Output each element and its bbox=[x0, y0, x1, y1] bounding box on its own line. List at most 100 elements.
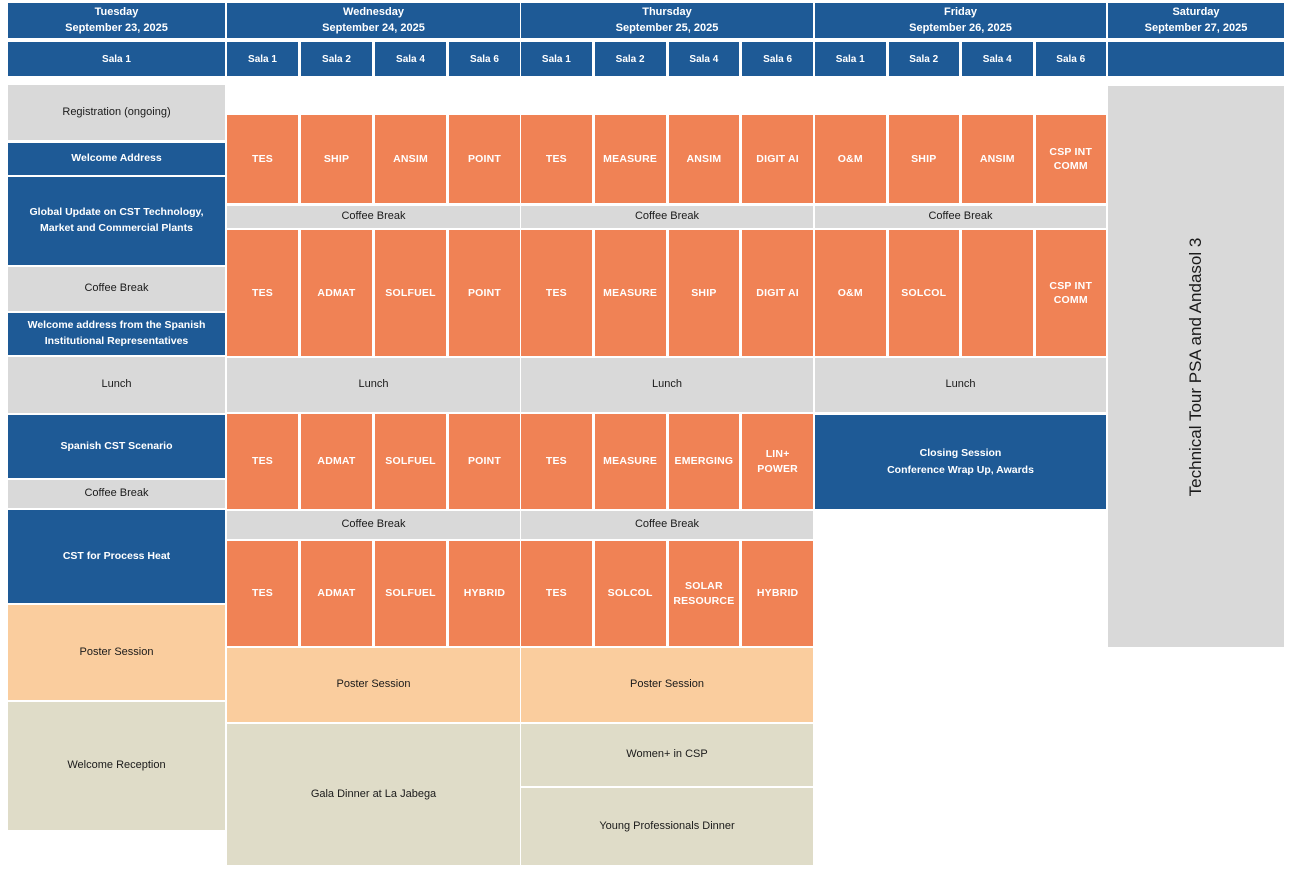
sala-header: Sala 2 bbox=[888, 42, 959, 76]
day-column-thursday: Thursday September 25, 2025 Sala 1 Sala … bbox=[521, 0, 813, 872]
lunch-cell: Lunch bbox=[521, 358, 813, 412]
session-row: TES MEASURE ANSIM DIGIT AI bbox=[521, 115, 813, 203]
day-column-saturday: Saturday September 27, 2025 Technical To… bbox=[1108, 0, 1284, 872]
session-row: TES ADMAT SOLFUEL POINT bbox=[227, 230, 520, 356]
session-cell: SHIP bbox=[301, 115, 372, 203]
session-cell: O&M bbox=[815, 115, 886, 203]
session-cell: POINT bbox=[449, 230, 520, 356]
session-cell: HYBRID bbox=[449, 541, 520, 646]
day-column-wednesday: Wednesday September 24, 2025 Sala 1 Sala… bbox=[227, 0, 520, 872]
technical-tour-cell: Technical Tour PSA and Andasol 3 bbox=[1108, 86, 1284, 647]
spanish-cst-scenario-cell: Spanish CST Scenario bbox=[8, 415, 225, 478]
lunch-cell: Lunch bbox=[815, 358, 1106, 412]
technical-tour-label: Technical Tour PSA and Andasol 3 bbox=[1186, 237, 1205, 496]
session-cell: TES bbox=[227, 230, 298, 356]
session-cell: DIGIT AI bbox=[742, 230, 813, 356]
young-professionals-dinner-cell: Young Professionals Dinner bbox=[521, 788, 813, 865]
session-cell: TES bbox=[227, 115, 298, 203]
process-heat-cell: CST for Process Heat bbox=[8, 510, 225, 603]
day-header: Tuesday September 23, 2025 bbox=[8, 3, 225, 38]
day-date: September 23, 2025 bbox=[65, 21, 168, 34]
gala-dinner-cell: Gala Dinner at La Jabega bbox=[227, 724, 520, 865]
session-cell: TES bbox=[521, 115, 592, 203]
sala-header: Sala 4 bbox=[668, 42, 740, 76]
coffee-break-cell: Coffee Break bbox=[227, 511, 520, 539]
session-cell: ANSIM bbox=[962, 115, 1033, 203]
closing-session-subtitle: Conference Wrap Up, Awards bbox=[887, 464, 1034, 476]
session-cell: SOLFUEL bbox=[375, 414, 446, 509]
session-cell: TES bbox=[521, 414, 592, 509]
registration-cell: Registration (ongoing) bbox=[8, 85, 225, 140]
closing-session-cell: Closing Session Conference Wrap Up, Awar… bbox=[815, 415, 1106, 509]
sala-header-row: Sala 1 Sala 2 Sala 4 Sala 6 bbox=[815, 42, 1106, 76]
session-cell: ADMAT bbox=[301, 230, 372, 356]
coffee-break-cell: Coffee Break bbox=[521, 511, 813, 539]
poster-session-cell: Poster Session bbox=[8, 605, 225, 700]
session-row: TES ADMAT SOLFUEL HYBRID bbox=[227, 541, 520, 646]
day-date: September 27, 2025 bbox=[1144, 21, 1248, 34]
session-cell: TES bbox=[227, 414, 298, 509]
day-header: Friday September 26, 2025 bbox=[815, 3, 1106, 38]
session-cell: SOLFUEL bbox=[375, 541, 446, 646]
session-cell: SOLCOL bbox=[888, 230, 959, 356]
session-cell: ANSIM bbox=[668, 115, 740, 203]
session-cell: TES bbox=[521, 541, 592, 646]
session-cell: MEASURE bbox=[594, 115, 666, 203]
session-row: TES MEASURE EMERGING LIN+ POWER bbox=[521, 414, 813, 509]
day-name: Tuesday bbox=[94, 6, 139, 19]
sala-header: Sala 1 bbox=[8, 42, 225, 76]
sala-header-row: Sala 1 Sala 2 Sala 4 Sala 6 bbox=[521, 42, 813, 76]
session-cell: DIGIT AI bbox=[742, 115, 813, 203]
poster-session-cell: Poster Session bbox=[227, 648, 520, 722]
session-cell: O&M bbox=[815, 230, 886, 356]
day-name: Thursday bbox=[642, 6, 692, 19]
day-column-tuesday: Tuesday September 23, 2025 Sala 1 Regist… bbox=[8, 0, 225, 872]
poster-session-cell: Poster Session bbox=[521, 648, 813, 722]
day-date: September 24, 2025 bbox=[322, 21, 425, 34]
day-name: Friday bbox=[943, 6, 977, 19]
session-cell: HYBRID bbox=[742, 541, 813, 646]
session-cell: SHIP bbox=[668, 230, 740, 356]
session-cell: TES bbox=[521, 230, 592, 356]
session-cell: LIN+ POWER bbox=[742, 414, 813, 509]
day-header: Wednesday September 24, 2025 bbox=[227, 3, 520, 38]
spanish-welcome-cell: Welcome address from the Spanish Institu… bbox=[8, 313, 225, 355]
session-cell: ADMAT bbox=[301, 541, 372, 646]
session-row: O&M SHIP ANSIM CSP INT COMM bbox=[815, 115, 1106, 203]
session-cell: ADMAT bbox=[301, 414, 372, 509]
session-cell: MEASURE bbox=[594, 230, 666, 356]
coffee-break-cell: Coffee Break bbox=[521, 206, 813, 228]
day-date: September 25, 2025 bbox=[615, 21, 719, 34]
day-header: Saturday September 27, 2025 bbox=[1108, 3, 1284, 38]
sala-header: Sala 2 bbox=[301, 42, 372, 76]
session-cell: POINT bbox=[449, 414, 520, 509]
session-cell: ANSIM bbox=[375, 115, 446, 203]
session-cell: CSP INT COMM bbox=[1035, 230, 1106, 356]
day-name: Saturday bbox=[1172, 6, 1220, 19]
welcome-address-cell: Welcome Address bbox=[8, 143, 225, 175]
session-cell: SOLFUEL bbox=[375, 230, 446, 356]
session-cell: EMERGING bbox=[668, 414, 740, 509]
coffee-break-cell: Coffee Break bbox=[227, 206, 520, 228]
session-row: TES ADMAT SOLFUEL POINT bbox=[227, 414, 520, 509]
sala-header: Sala 4 bbox=[962, 42, 1033, 76]
lunch-cell: Lunch bbox=[8, 357, 225, 413]
sala-header-row: Sala 1 Sala 2 Sala 4 Sala 6 bbox=[227, 42, 520, 76]
session-cell: TES bbox=[227, 541, 298, 646]
sala-header: Sala 6 bbox=[742, 42, 813, 76]
session-cell-empty bbox=[962, 230, 1033, 356]
sala-header: Sala 1 bbox=[227, 42, 298, 76]
closing-session-title: Closing Session bbox=[919, 447, 1002, 460]
sala-header-empty bbox=[1108, 42, 1284, 76]
global-update-cell: Global Update on CST Technology, Market … bbox=[8, 177, 225, 265]
session-row: TES MEASURE SHIP DIGIT AI bbox=[521, 230, 813, 356]
lunch-cell: Lunch bbox=[227, 358, 520, 412]
session-row: TES SOLCOL SOLAR RESOURCE HYBRID bbox=[521, 541, 813, 646]
session-row: TES SHIP ANSIM POINT bbox=[227, 115, 520, 203]
day-header: Thursday September 25, 2025 bbox=[521, 3, 813, 38]
session-cell: MEASURE bbox=[594, 414, 666, 509]
day-name: Wednesday bbox=[343, 6, 404, 19]
coffee-break-cell: Coffee Break bbox=[8, 480, 225, 508]
day-column-friday: Friday September 26, 2025 Sala 1 Sala 2 … bbox=[815, 0, 1106, 872]
